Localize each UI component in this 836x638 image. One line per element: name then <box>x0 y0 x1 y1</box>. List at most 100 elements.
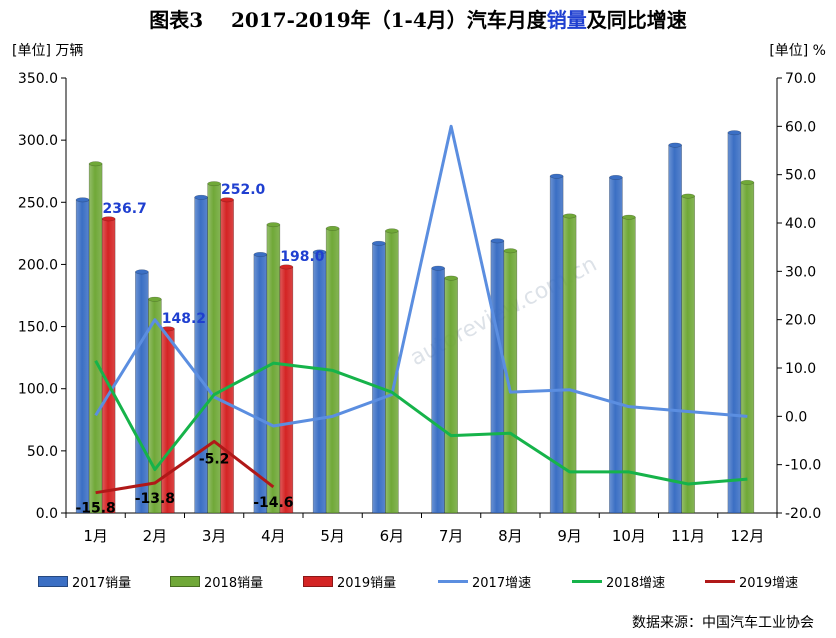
bar-top <box>253 252 268 257</box>
left-axis-unit: [单位] 万辆 <box>12 43 84 59</box>
bar-2018销量 <box>444 277 458 514</box>
bar-2017销量 <box>609 177 623 514</box>
right-axis-tick-label: 40.0 <box>785 216 816 232</box>
bar-2018销量 <box>740 182 755 514</box>
legend-label: 2019销量 <box>337 576 397 591</box>
bar-2017销量 <box>490 240 505 514</box>
bar-2019销量 <box>161 328 175 514</box>
x-axis-tick-label: 12月 <box>730 527 764 545</box>
legend-swatch <box>438 580 468 583</box>
bar-data-label: 236.7 <box>102 201 146 217</box>
right-axis-tick-label: 0.0 <box>785 409 807 425</box>
legend-item: 2019增速 <box>705 572 798 591</box>
legend-item: 2018增速 <box>572 572 665 591</box>
bar-2017销量 <box>135 271 149 514</box>
x-axis-tick-label: 10月 <box>612 527 646 545</box>
bar-data-label: 198.0 <box>280 249 325 265</box>
bar-top <box>490 238 505 244</box>
bar-top <box>220 197 234 203</box>
left-axis-tick-label: 300.0 <box>18 133 58 149</box>
legend-swatch <box>170 576 200 587</box>
legend-item: 2018销量 <box>170 572 263 591</box>
legend-label: 2017增速 <box>472 576 532 591</box>
right-axis-unit: [单位] % <box>769 43 826 59</box>
left-axis-tick-label: 200.0 <box>18 257 58 273</box>
bar-2018销量 <box>503 250 518 514</box>
line-2018增速 <box>94 360 748 486</box>
right-axis-tick-label: 30.0 <box>785 264 816 280</box>
right-axis-tick-label: 20.0 <box>785 313 816 329</box>
bar-2017销量 <box>312 251 327 514</box>
bar-2018销量 <box>266 224 281 514</box>
left-axis-tick-label: 250.0 <box>18 195 58 211</box>
data-source-note: 数据来源：中国汽车工业协会 <box>632 615 814 631</box>
chart-title: 图表3 2017-2019年（1-4月）汽车月度销量及同比增速 <box>149 8 687 32</box>
bar-top <box>727 130 742 136</box>
right-axis-tick-label: 50.0 <box>785 168 816 184</box>
bar-top <box>101 216 116 222</box>
x-axis-tick-label: 7月 <box>439 527 464 545</box>
legend-label: 2017销量 <box>72 576 132 591</box>
bar-top <box>444 275 458 281</box>
legend-swatch <box>38 576 68 587</box>
bar-2017销量 <box>431 267 445 514</box>
chart-legend: 2017销量 2018销量 2019销量 2017增速 2018增速 2019增速 <box>0 572 836 596</box>
right-axis-tick-label: -20.0 <box>785 506 821 522</box>
bar-2017销量 <box>727 132 742 514</box>
bar-top <box>75 197 90 203</box>
bar-2017销量 <box>668 144 682 514</box>
left-axis-tick-label: 100.0 <box>18 382 58 398</box>
right-axis-tick-label: -10.0 <box>785 458 821 474</box>
line-2019增速 <box>95 439 275 495</box>
legend-label: 2018销量 <box>204 576 264 591</box>
chart-plot: autoreview.com.cn0.050.0100.0150.0200.02… <box>18 71 821 545</box>
x-axis-tick-label: 9月 <box>557 527 582 545</box>
bar-top <box>148 296 162 302</box>
bar-2018销量 <box>681 195 695 514</box>
x-axis-tick-label: 8月 <box>498 527 523 545</box>
left-axis-tick-label: 350.0 <box>18 71 58 87</box>
bar-top <box>88 161 103 167</box>
bar-top <box>681 193 695 199</box>
bar-top <box>266 222 281 228</box>
bar-top <box>549 173 564 179</box>
bar-top <box>740 179 755 185</box>
line-data-label: -15.8 <box>75 501 115 517</box>
right-axis-tick-label: 10.0 <box>785 361 816 377</box>
legend-item: 2017增速 <box>438 572 531 591</box>
left-axis-tick-label: 0.0 <box>36 506 58 522</box>
left-axis-tick-label: 50.0 <box>27 444 58 460</box>
bar-data-label: 148.2 <box>162 311 206 327</box>
legend-swatch <box>572 580 602 583</box>
bar-top <box>325 225 340 231</box>
bar-2019销量 <box>101 218 116 514</box>
line-data-label: -13.8 <box>135 491 175 507</box>
bar-top <box>385 228 399 234</box>
bar-top <box>503 248 518 254</box>
legend-item: 2017销量 <box>38 572 131 591</box>
bar-top <box>431 265 445 271</box>
bar-top <box>372 240 386 246</box>
bar-data-label: 252.0 <box>221 182 266 198</box>
legend-swatch <box>705 580 735 583</box>
x-axis-tick-label: 11月 <box>671 527 705 545</box>
bar-top <box>609 174 623 180</box>
bar-top <box>279 264 294 270</box>
x-axis-tick-label: 6月 <box>380 527 405 545</box>
legend-item: 2019销量 <box>303 572 396 591</box>
bar-top <box>622 214 636 220</box>
bar-top <box>135 269 149 275</box>
x-axis-tick-label: 4月 <box>261 527 286 545</box>
bar-top <box>668 142 682 148</box>
x-axis-tick-label: 5月 <box>320 527 345 545</box>
legend-label: 2019增速 <box>739 576 799 591</box>
x-axis-tick-label: 3月 <box>202 527 227 545</box>
bar-2018销量 <box>622 216 636 514</box>
bar-top <box>207 181 221 187</box>
x-axis-tick-label: 2月 <box>143 527 168 545</box>
x-axis-tick-label: 1月 <box>83 527 108 545</box>
right-axis-tick-label: 60.0 <box>785 119 816 135</box>
line-data-label: -5.2 <box>199 451 230 467</box>
line-2017增速 <box>94 124 748 428</box>
bar-top <box>562 213 577 219</box>
